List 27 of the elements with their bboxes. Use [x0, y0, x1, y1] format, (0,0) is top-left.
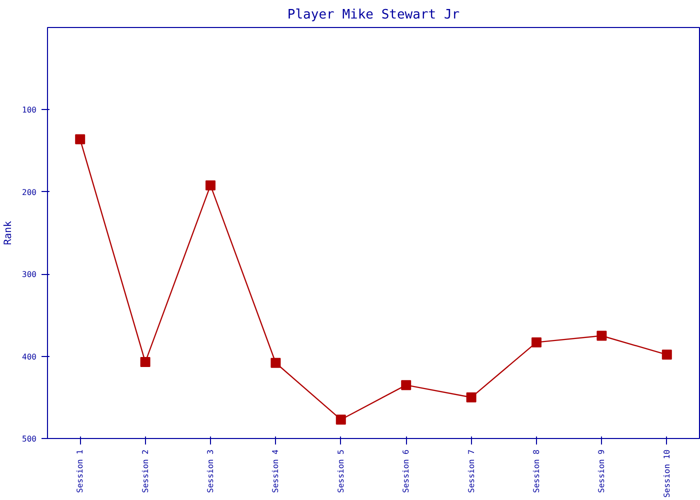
x-tick-label: Session 3	[206, 449, 215, 493]
x-tick-label: Session 1	[76, 449, 85, 493]
x-tick-label: Session 2	[140, 449, 150, 493]
point	[662, 350, 672, 360]
point	[336, 414, 346, 425]
x-tick-label: Session 10	[662, 449, 672, 498]
point	[532, 337, 542, 348]
x-tick-label: Session 8	[532, 449, 541, 493]
point	[596, 330, 607, 341]
x-tick-label: Session 4	[271, 449, 280, 493]
chart-title: Player Mike Stewart Jr	[287, 8, 460, 22]
x-tick-label: Session 6	[402, 449, 411, 493]
x-tick-label: Session 7	[466, 449, 476, 493]
y-tick-label: 500	[22, 434, 37, 444]
point	[401, 380, 412, 390]
point	[75, 134, 86, 144]
y-tick-label: 200	[22, 188, 37, 197]
point	[270, 358, 281, 368]
y-axis-title: Rank	[3, 220, 14, 246]
y-tick-label: 400	[22, 352, 37, 362]
point	[466, 392, 476, 402]
y-tick-label: 300	[22, 270, 37, 280]
x-tick-label: Session 5	[336, 449, 346, 493]
y-tick-label: 100	[22, 106, 37, 115]
point	[140, 357, 150, 368]
point	[206, 180, 216, 190]
x-tick-label: Session 9	[597, 449, 606, 493]
